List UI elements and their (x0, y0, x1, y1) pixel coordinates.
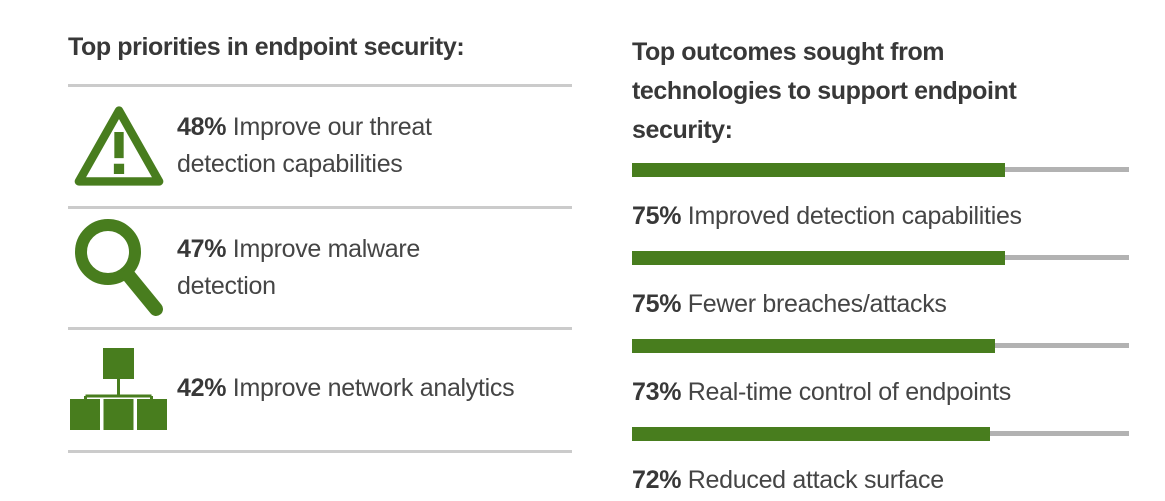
divider (68, 450, 572, 453)
outcome-bar (632, 339, 1129, 353)
outcome-bar (632, 251, 1129, 265)
outcomes-title: Top outcomes sought from technologies to… (632, 33, 1017, 150)
outcome-percent: 75% (632, 290, 682, 318)
priority-label: Improve network analytics (232, 374, 515, 402)
divider (68, 327, 572, 330)
outcome-percent: 73% (632, 378, 682, 406)
bar-fill (632, 251, 1005, 265)
outcome-item-attack-surface: 72% Reduced attack surface (632, 427, 1129, 495)
org-chart-icon (68, 347, 169, 430)
divider (68, 206, 572, 209)
outcome-bar (632, 427, 1129, 441)
priority-percent: 48% (177, 112, 227, 141)
outcome-item-realtime-control: 73% Real-time control of endpoints (632, 339, 1129, 407)
outcomes-title-line: Top outcomes sought from (632, 37, 945, 66)
outcomes-title-line: security: (632, 115, 733, 144)
bar-fill (632, 163, 1005, 177)
bar-fill (632, 339, 995, 353)
priority-text: 42% Improve network analytics (177, 370, 517, 407)
outcome-label-text: Fewer breaches/attacks (687, 290, 947, 318)
outcome-item-detection: 75% Improved detection capabilities (632, 163, 1129, 231)
priority-row-network-analytics: 42% Improve network analytics (68, 328, 572, 449)
priority-percent: 47% (177, 234, 227, 263)
priorities-panel: Top priorities in endpoint security: 48%… (68, 0, 572, 501)
priorities-title: Top priorities in endpoint security: (68, 32, 465, 61)
priority-text: 48% Improve our threat detection capabil… (177, 109, 517, 183)
outcomes-title-line: technologies to support endpoint (632, 76, 1017, 105)
bar-fill (632, 427, 990, 441)
warning-triangle-icon (68, 104, 169, 188)
outcome-text: 72% Reduced attack surface (632, 465, 1129, 495)
outcome-percent: 75% (632, 202, 682, 230)
outcome-text: 75% Fewer breaches/attacks (632, 289, 1129, 319)
outcome-bar (632, 163, 1129, 177)
priority-percent: 42% (177, 374, 227, 402)
magnifier-icon (68, 218, 169, 318)
divider (68, 84, 572, 87)
outcome-text: 73% Real-time control of endpoints (632, 377, 1129, 407)
priority-row-threat-detection: 48% Improve our threat detection capabil… (68, 85, 572, 206)
outcome-label-text: Reduced attack surface (687, 466, 944, 494)
outcome-text: 75% Improved detection capabilities (632, 201, 1129, 231)
outcomes-panel: Top outcomes sought from technologies to… (632, 0, 1129, 501)
priority-label: Improve our threat detection capabilitie… (177, 112, 432, 178)
priority-row-malware-detection: 47% Improve malware detection (68, 207, 572, 328)
outcome-label-text: Real-time control of endpoints (687, 378, 1011, 406)
outcome-item-breaches: 75% Fewer breaches/attacks (632, 251, 1129, 319)
outcome-percent: 72% (632, 466, 682, 494)
priority-text: 47% Improve malware detection (177, 231, 517, 305)
priority-label: Improve malware detection (177, 234, 421, 300)
outcome-label-text: Improved detection capabilities (687, 202, 1022, 230)
